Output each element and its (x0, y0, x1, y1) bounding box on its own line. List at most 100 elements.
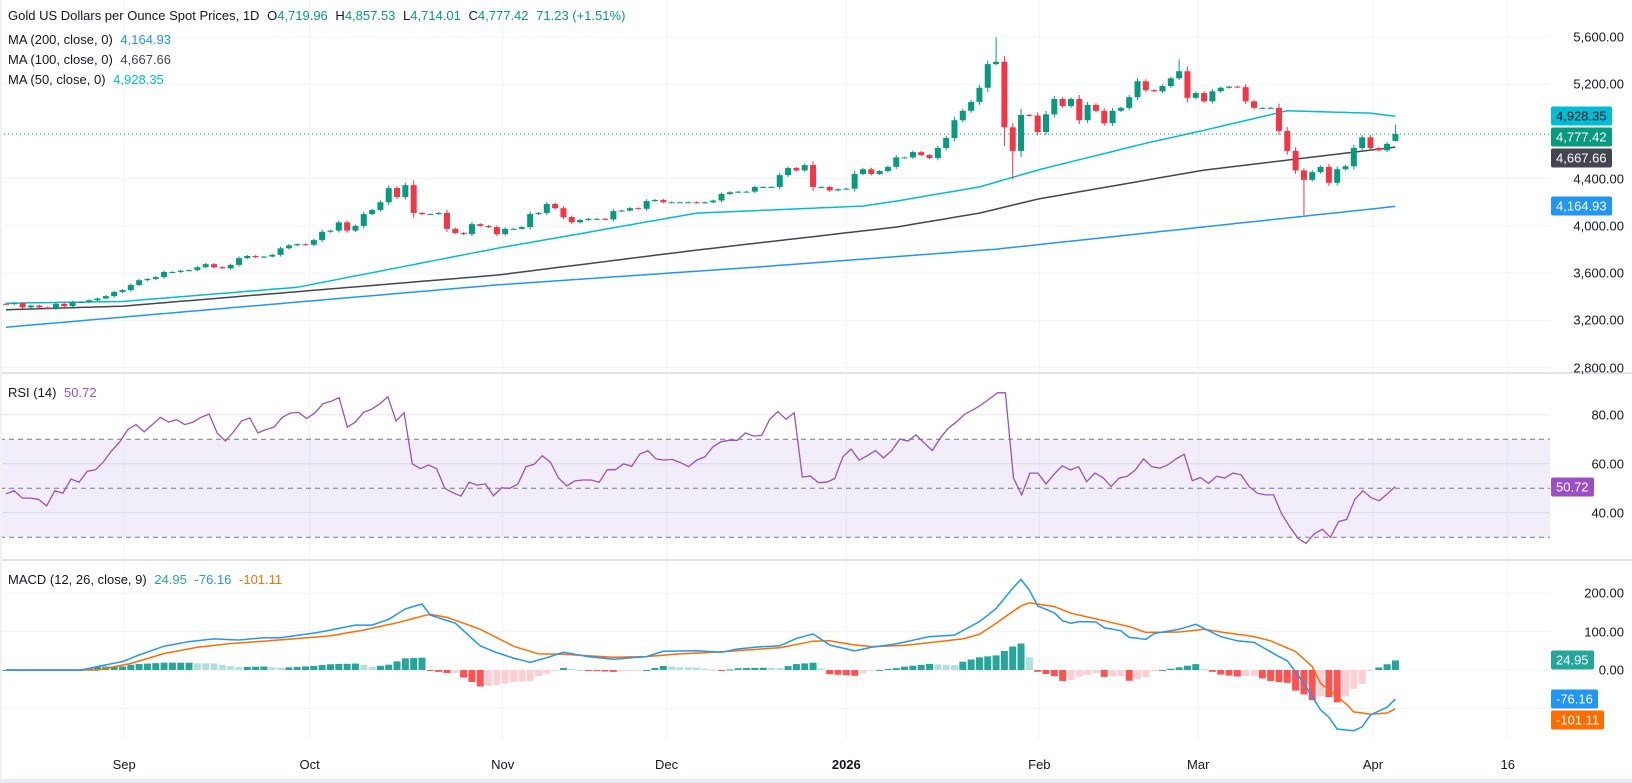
time-axis-label: 16 (1500, 757, 1515, 772)
candle-down (552, 204, 559, 209)
macd-histogram-bar (626, 670, 634, 671)
macd-histogram-bar (901, 666, 909, 670)
macd-histogram-bar (177, 662, 185, 670)
macd-histogram-bar (701, 668, 709, 670)
open-label: O (267, 8, 278, 23)
candle-down (1292, 150, 1299, 171)
candle-down (452, 228, 459, 233)
time-axis-label: Mar (1187, 757, 1210, 772)
candle-down (344, 222, 351, 231)
macd-histogram-bar (443, 670, 451, 674)
macd-histogram-bar (1217, 670, 1225, 675)
candle-up (352, 225, 359, 231)
macd-histogram-bar (1142, 670, 1150, 677)
candle-down (1092, 104, 1099, 111)
macd-histogram-bar (518, 670, 526, 682)
macd-histogram-bar (693, 667, 701, 670)
left-frame (0, 0, 2, 783)
candle-down (1151, 90, 1158, 92)
macd-histogram-bar (485, 670, 493, 686)
macd-histogram-bar (185, 662, 193, 670)
macd-histogram-bar (1383, 664, 1391, 670)
macd-histogram-bar (202, 663, 210, 670)
low-label: L (403, 8, 411, 23)
macd-axis-label: 0.00 (1598, 662, 1624, 678)
candle-up (310, 240, 317, 245)
rsi-value: 50.72 (64, 385, 97, 400)
macd-histogram-bar (393, 661, 401, 670)
candle-down (918, 152, 925, 156)
macd-histogram-bar (1109, 670, 1117, 677)
ma200-legend[interactable]: MA (200, close, 0) 4,164.93 (8, 32, 175, 47)
macd-histogram-bar (326, 664, 334, 670)
macd-histogram-bar (593, 670, 601, 672)
macd-histogram-bar (193, 663, 201, 670)
macd-histogram-bar (1025, 657, 1033, 670)
ma50-legend[interactable]: MA (50, close, 0) 4,928.35 (8, 72, 168, 87)
candle-up (627, 208, 633, 211)
macd-line (6, 578, 1396, 732)
candle-up (818, 186, 825, 188)
candle-up (851, 173, 858, 189)
macd-histogram-bar (1042, 670, 1050, 674)
macd-legend[interactable]: MACD (12, 26, close, 9) 24.95 -76.16 -10… (8, 572, 286, 587)
candle-up (1317, 166, 1324, 173)
candle-down (410, 185, 417, 213)
price-axis-label: 4,000.00 (1573, 218, 1624, 234)
macd-label: MACD (12, 26, close, 9) (8, 572, 147, 587)
candle-up (327, 230, 334, 232)
macd-histogram-bar (1208, 670, 1216, 672)
macd-histogram-bar (959, 661, 967, 670)
candle-up (244, 256, 251, 259)
macd-histogram-bar (360, 665, 368, 670)
ma100-legend[interactable]: MA (100, close, 0) 4,667.66 (8, 52, 175, 67)
macd-histogram-bar (826, 670, 834, 675)
candle-up (676, 202, 683, 204)
macd-histogram-bar (601, 670, 609, 672)
change-value: 71.23 (+1.51%) (536, 8, 626, 23)
macd-histogram-bar (143, 663, 151, 670)
candle-down (394, 188, 401, 197)
macd-histogram-bar (410, 658, 418, 670)
macd-histogram-bar (576, 669, 584, 671)
candle-down (1242, 87, 1249, 102)
macd-histogram-bar (293, 666, 301, 670)
macd-histogram-bar (709, 669, 717, 671)
macd-histogram-bar (501, 670, 509, 684)
macd-histogram-bar (510, 670, 518, 682)
candle-down (1001, 61, 1008, 128)
symbol-legend[interactable]: Gold US Dollars per Ounce Spot Prices, 1… (8, 8, 629, 23)
macd-histogram-bar (1125, 670, 1133, 681)
macd-histogram (2, 643, 1399, 703)
candle-up (510, 228, 517, 230)
macd-histogram-bar (310, 665, 318, 670)
time-axis-label: 2026 (831, 757, 861, 772)
candle-up (643, 201, 650, 209)
candle-up (227, 264, 234, 269)
macd-histogram-bar (335, 664, 343, 670)
candle-down (460, 232, 467, 235)
macd-histogram-bar (227, 666, 235, 670)
candle-down (419, 212, 425, 215)
candle-up (1259, 107, 1266, 109)
candle-up (161, 271, 168, 278)
candle-up (527, 214, 534, 228)
candle-down (219, 267, 226, 269)
candle-up (518, 227, 525, 229)
price-axis-label: 4,400.00 (1573, 171, 1624, 187)
candle-up (1226, 86, 1233, 88)
rsi-legend[interactable]: RSI (14) 50.72 (8, 385, 101, 400)
rsi-badge: 50.72 (1551, 477, 1594, 497)
pane-separators[interactable] (0, 372, 1632, 561)
bottom-frame (0, 779, 1632, 783)
macd-histogram-bar (85, 668, 93, 670)
candle-up (876, 170, 883, 174)
candle-up (94, 298, 101, 301)
ma200-value: 4,164.93 (120, 32, 172, 47)
candle-up (668, 202, 675, 204)
candle-up (776, 175, 783, 187)
macd-histogram-bar (1150, 670, 1158, 672)
candle-up (610, 211, 617, 220)
candle-up (360, 214, 367, 226)
